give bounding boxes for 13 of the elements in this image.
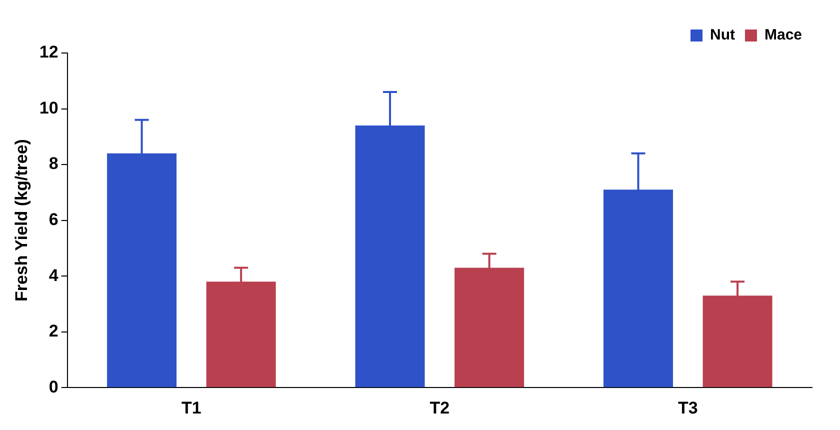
legend-label: Nut: [710, 26, 735, 44]
y-tick-label: 12: [39, 42, 58, 62]
y-tick-label: 10: [39, 98, 58, 118]
legend-label: Mace: [764, 26, 802, 44]
y-tick-label: 6: [48, 210, 58, 229]
y-tick-label: 0: [48, 377, 58, 396]
x-tick-label: T1: [182, 398, 202, 418]
y-tick-label: 4: [48, 266, 59, 285]
y-axis-title: Fresh Yield (kg/tree): [12, 139, 31, 302]
x-tick-label: T3: [678, 398, 698, 418]
y-tick-label: 2: [48, 322, 58, 341]
y-tick-label: 8: [48, 154, 58, 174]
x-tick-label: T2: [430, 398, 450, 418]
